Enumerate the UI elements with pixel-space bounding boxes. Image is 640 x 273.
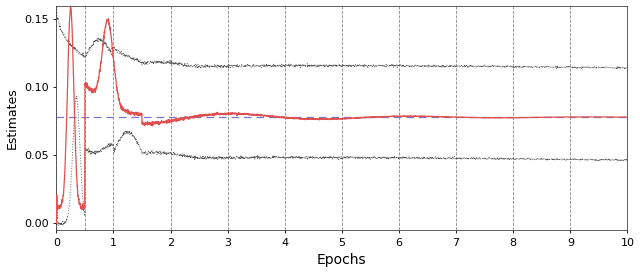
X-axis label: Epochs: Epochs: [317, 253, 367, 268]
Y-axis label: Estimates: Estimates: [6, 87, 19, 149]
